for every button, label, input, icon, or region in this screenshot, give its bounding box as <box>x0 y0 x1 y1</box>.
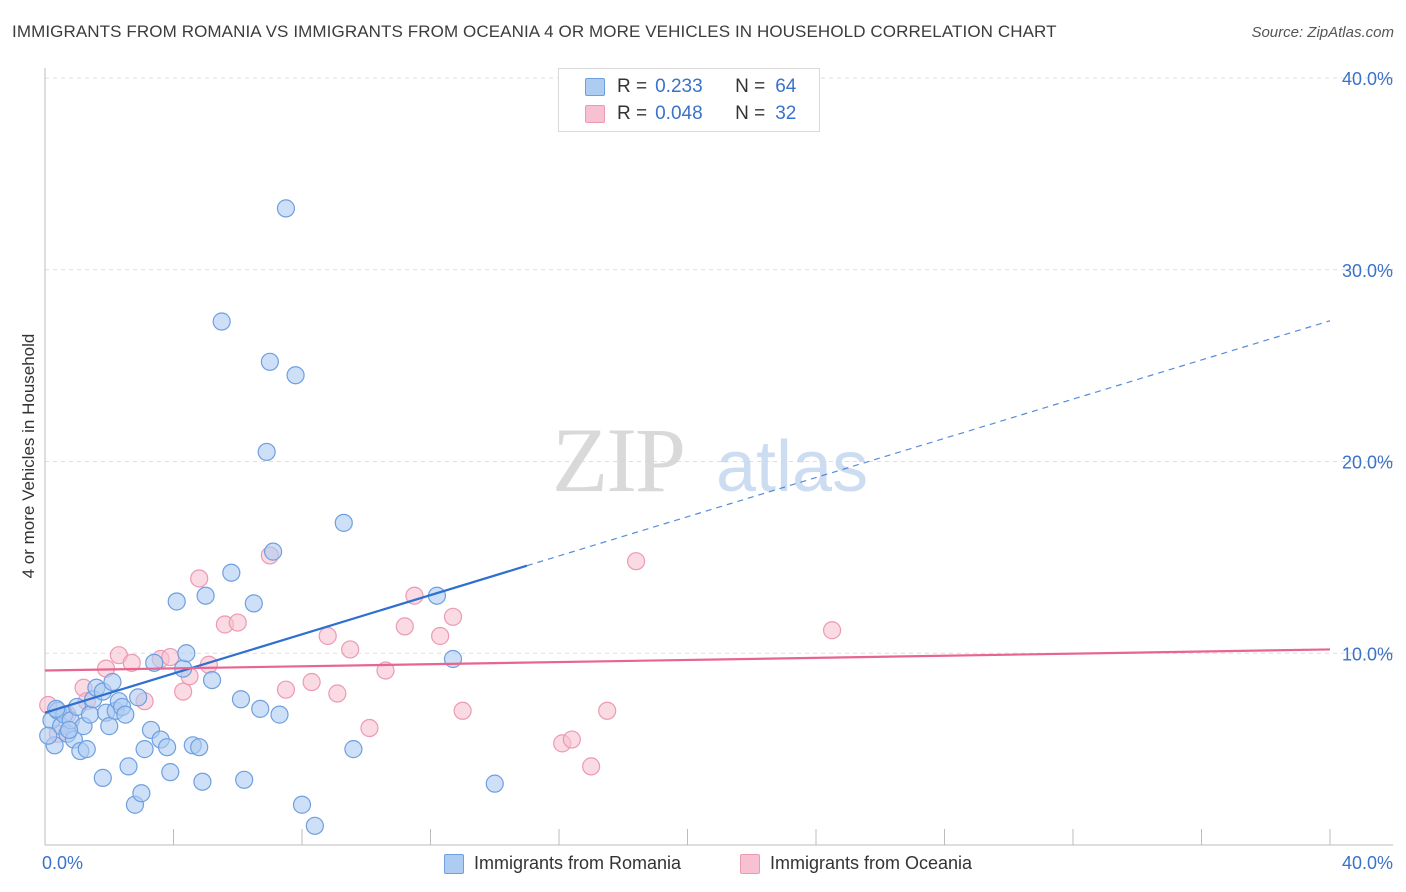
y-tick-label: 40.0% <box>1342 69 1393 89</box>
romania-points <box>39 199 504 835</box>
oceania-point <box>431 626 450 646</box>
romania-point <box>132 784 151 803</box>
romania-point <box>235 770 254 789</box>
watermark: ZIP atlas <box>552 409 868 511</box>
romania-point <box>103 672 122 692</box>
romania-point <box>93 768 112 787</box>
oceania-point <box>598 701 617 720</box>
oceania-legend-label: Immigrants from Oceania <box>770 853 973 873</box>
romania-point <box>190 738 209 757</box>
legend-row-oceania: R = 0.048 N = 32 <box>585 102 796 126</box>
y-tick-label: 10.0% <box>1342 644 1393 664</box>
oceania-r-label: R = <box>617 103 648 124</box>
oceania-n-value: 32 <box>775 103 797 124</box>
oceania-swatch <box>585 105 605 123</box>
romania-legend-swatch <box>444 853 464 874</box>
y-tick-label: 30.0% <box>1342 261 1393 281</box>
romania-legend-label: Immigrants from Romania <box>474 853 682 873</box>
oceania-point <box>318 626 337 646</box>
oceania-trend-line <box>44 648 1331 672</box>
oceania-point <box>190 569 209 588</box>
romania-trend-line <box>44 564 528 714</box>
romania-point <box>59 720 79 740</box>
watermark-zip: ZIP <box>552 409 684 511</box>
romania-n-value: 64 <box>775 76 797 97</box>
oceania-point <box>122 653 141 672</box>
oceania-point <box>376 661 395 680</box>
oceania-r-value: 0.048 <box>655 103 703 124</box>
bottom-legend-romania[interactable]: Immigrants from Romania <box>444 853 681 874</box>
romania-point <box>305 816 324 835</box>
romania-point <box>39 726 58 745</box>
romania-swatch <box>585 78 605 96</box>
romania-point <box>263 542 283 561</box>
romania-point <box>135 740 154 759</box>
romania-trend-extension <box>526 320 1331 567</box>
romania-point <box>344 740 363 759</box>
romania-point <box>244 594 263 613</box>
romania-point <box>116 705 135 724</box>
romania-r-value: 0.233 <box>655 76 703 97</box>
romania-point <box>286 366 305 385</box>
romania-point <box>145 653 164 672</box>
chart-title: IMMIGRANTS FROM ROMANIA VS IMMIGRANTS FR… <box>12 22 1057 41</box>
romania-point <box>270 705 289 724</box>
romania-point <box>222 563 241 582</box>
romania-point <box>485 774 504 793</box>
romania-point <box>157 738 177 757</box>
oceania-point <box>453 701 472 720</box>
trend-layer <box>44 320 1331 714</box>
watermark-atlas: atlas <box>716 427 868 507</box>
grid-layer <box>45 77 1393 654</box>
oceania-point <box>822 621 842 640</box>
label-layer: 10.0% 20.0% 30.0% 40.0% 0.0% 40.0% <box>42 69 1393 873</box>
romania-point <box>334 513 353 532</box>
oceania-point <box>341 640 360 659</box>
romania-point <box>212 312 231 331</box>
romania-point <box>231 690 251 709</box>
x-tick-label-max: 40.0% <box>1342 853 1393 873</box>
romania-point <box>167 592 186 611</box>
oceania-point <box>626 552 646 571</box>
romania-point <box>177 644 196 663</box>
oceania-legend-swatch <box>740 853 760 874</box>
romania-point <box>161 763 180 782</box>
romania-point <box>193 772 212 791</box>
romania-point <box>77 740 96 759</box>
correlation-legend: R = 0.233 N = 64 R = 0.048 N = 32 <box>558 68 820 132</box>
legend-row-romania: R = 0.233 N = 64 <box>585 75 796 99</box>
romania-point <box>292 795 312 814</box>
x-tick-label-min: 0.0% <box>42 853 83 873</box>
oceania-point <box>174 682 193 701</box>
romania-r-label: R = <box>617 76 648 97</box>
romania-n-label: N = <box>735 76 766 97</box>
oceania-point <box>395 617 414 636</box>
oceania-point <box>562 730 581 749</box>
romania-point <box>80 705 100 724</box>
romania-point <box>260 352 279 371</box>
romania-point <box>251 699 270 718</box>
oceania-point <box>228 613 247 632</box>
y-axis-title: 4 or more Vehicles in Household <box>19 334 38 579</box>
oceania-point <box>443 607 463 626</box>
oceania-point <box>360 718 379 738</box>
romania-point <box>257 442 276 462</box>
oceania-point <box>405 586 424 605</box>
romania-point <box>129 688 148 707</box>
oceania-point <box>276 680 296 699</box>
romania-point <box>100 717 119 736</box>
oceania-point <box>328 684 347 703</box>
oceania-point <box>582 757 601 776</box>
y-tick-label: 20.0% <box>1342 453 1393 473</box>
romania-point <box>202 670 222 690</box>
romania-point <box>196 586 215 605</box>
source-label: Source: ZipAtlas.com <box>1251 24 1394 41</box>
oceania-point <box>302 672 321 692</box>
bottom-legend-oceania[interactable]: Immigrants from Oceania <box>740 853 972 874</box>
romania-point <box>119 757 138 776</box>
oceania-n-label: N = <box>735 103 766 124</box>
romania-point <box>276 199 296 218</box>
